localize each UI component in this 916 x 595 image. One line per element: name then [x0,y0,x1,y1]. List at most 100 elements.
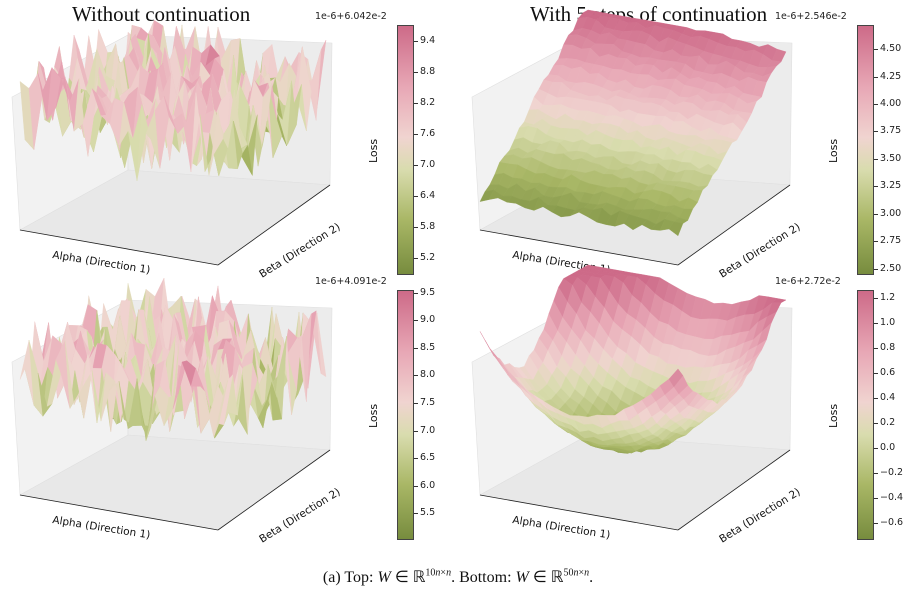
surface-facet [208,385,224,437]
surface-mesh [479,264,787,454]
colorbar-tick-mark [414,430,418,432]
beta-axis-line [677,184,791,266]
panel-bottom-right: Alpha (Direction 1) Beta (Direction 2) 1e-… [460,264,910,575]
colorbar-tick-label: 9.4 [420,34,436,46]
colorbar-tick-label: 7.0 [420,424,436,436]
colorbar-tick-label: 5.8 [420,220,436,232]
colorbar-tick-label: 6.5 [420,452,436,464]
colorbar-tick-mark [414,320,418,322]
colorbar-tick-mark [874,104,878,105]
colorbar-tick-label: −0.2 [880,466,904,478]
colorbar-tick-mark [414,292,418,294]
beta-axis-label: Beta (Direction 2) [717,486,802,546]
surface-plot: Alpha (Direction 1) Beta (Direction 2) [11,277,343,546]
colorbar-tick-mark [874,213,878,215]
alpha-axis-line [19,229,219,266]
colorbar-tick-label: 2.75 [880,235,902,247]
alpha-axis-line [479,229,679,266]
colorbar-tick-mark [414,375,418,377]
colorbar-label: Loss [367,403,380,428]
colorbar-tick-label: 0.8 [880,341,896,353]
colorbar-tick-label: 4.00 [880,98,902,109]
colorbar-tick-label: 6.0 [420,479,436,491]
colorbar-tick-label: 5.2 [420,251,436,263]
beta-axis-line [677,449,791,531]
colorbar-tick-label: 3.50 [880,152,902,164]
alpha-axis-line [19,494,219,531]
colorbar-tick-mark [414,485,418,487]
beta-axis-label: Beta (Direction 2) [257,221,342,281]
colorbar-tick-mark [414,347,418,349]
colorbar-offset-text: 1e-6+4.091e-2 [315,276,387,287]
colorbar-label: Loss [367,138,380,163]
surface-mesh [19,277,327,441]
colorbar-tick-label: 6.4 [420,189,436,201]
surface-mesh [479,9,787,237]
colorbar-tick-label: 7.0 [420,158,436,170]
colorbar-tick-label: 1.2 [880,291,896,303]
colorbar-tick-mark [874,297,878,299]
beta-axis-line [217,184,331,266]
surface-facet [668,221,684,237]
colorbar-tick-mark [874,241,878,243]
alpha-axis-label: Alpha (Direction 1) [52,249,152,276]
colorbar-tick-label: 8.0 [420,369,436,381]
surface-mesh [19,20,327,181]
colorbar-tick-label: 0.2 [880,416,896,428]
colorbar-tick-label: −0.6 [880,516,904,528]
colorbar [397,25,414,275]
colorbar-tick-label: 0.6 [880,366,896,378]
colorbar [397,290,414,540]
surface-facet [668,368,684,388]
alpha-axis-line [479,494,679,531]
colorbar-tick-mark [414,458,418,460]
colorbar-tick-label: 9.0 [420,314,436,326]
beta-axis-label: Beta (Direction 2) [717,221,802,281]
surface-plot: Alpha (Direction 1) Beta (Direction 2) [471,9,803,281]
colorbar-tick-label: 2.50 [880,262,902,274]
colorbar-tick-mark [414,257,418,259]
colorbar-tick-mark [874,447,878,449]
panel-top-right: Alpha (Direction 1) Beta (Direction 2) 1e-… [460,9,910,310]
colorbar-tick-mark [874,522,878,524]
surface-facet [208,109,224,176]
surface-plot: Alpha (Direction 1) Beta (Direction 2) [471,264,803,546]
colorbar-tick-label: 3.25 [880,180,902,192]
colorbar-tick-label: 7.5 [420,396,436,408]
colorbar [857,290,874,540]
colorbar-tick-label: −0.4 [880,491,904,503]
colorbar-tick-label: 8.5 [420,341,436,353]
colorbar-tick-label: 9.5 [420,286,436,298]
colorbar-tick-mark [414,133,418,135]
colorbar-tick-label: 8.2 [420,96,436,108]
colorbar-tick-mark [874,422,878,424]
colorbar-tick-mark [414,195,418,197]
colorbar-tick-mark [874,322,878,324]
colorbar-tick-mark [414,71,418,73]
colorbar-tick-label: 5.5 [420,507,436,519]
panel-top-left: Alpha (Direction 1) Beta (Direction 2) 1e-… [0,11,450,310]
colorbar-label: Loss [827,138,840,163]
beta-axis-line [217,449,331,531]
colorbar-tick-mark [874,268,878,270]
colorbar-tick-mark [414,40,418,42]
colorbar-tick-label: 4.25 [880,70,902,82]
colorbar-tick-mark [874,49,878,51]
colorbar-tick-label: 0.4 [880,391,896,403]
colorbar-tick-mark [414,513,418,515]
colorbar-tick-mark [874,397,878,399]
colorbar-tick-mark [874,472,878,474]
colorbar-label: Loss [827,403,840,428]
colorbar-tick-mark [874,347,878,349]
surface-plot: Alpha (Direction 1) Beta (Direction 2) [11,20,343,281]
figure-caption: (a) Top: W ∈ ℝ10n×n. Bottom: W ∈ ℝ50n×n. [322,567,594,586]
colorbar-tick-mark [874,158,878,160]
colorbar-tick-mark [414,226,418,228]
colorbar-offset-text: 1e-6+6.042e-2 [315,11,387,22]
colorbar-tick-mark [874,186,878,188]
panel-bottom-left: Alpha (Direction 1) Beta (Direction 2) 1e-… [0,276,450,575]
colorbar-tick-mark [874,372,878,374]
colorbar-tick-mark [414,402,418,404]
title-left: Without continuation [72,2,251,26]
colorbar-tick-label: 3.00 [880,207,902,219]
